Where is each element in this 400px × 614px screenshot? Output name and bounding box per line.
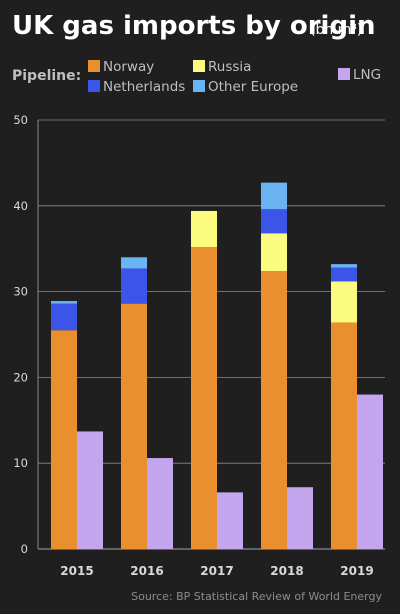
bar-lng: [147, 458, 173, 549]
bar-netherlands: [51, 303, 77, 331]
bar-norway: [191, 246, 217, 549]
bars: [51, 182, 383, 549]
x-tick-label: 2018: [270, 564, 303, 578]
legend: Norway Russia Netherlands Other Europe LNG: [88, 59, 381, 95]
legend-swatch-netherlands: [88, 80, 100, 92]
bar-russia: [191, 210, 217, 247]
bar-other-europe: [261, 182, 287, 210]
legend-label-lng: LNG: [353, 67, 381, 83]
bar-norway: [121, 303, 147, 549]
legend-swatch-lng: [338, 68, 350, 80]
legend-group-label: Pipeline:: [12, 68, 81, 84]
bar-other-europe: [51, 301, 77, 304]
y-tick-label: 0: [21, 542, 28, 556]
legend-label-russia: Russia: [208, 59, 251, 75]
bar-netherlands: [331, 267, 357, 282]
bar-other-europe: [121, 257, 147, 269]
legend-label-netherlands: Netherlands: [103, 79, 185, 95]
chart-title: UK gas imports by origin: [12, 11, 376, 41]
y-axis-ticks: 0 10 20 30 40 50: [13, 113, 28, 556]
bar-lng: [217, 492, 243, 549]
x-tick-label: 2015: [60, 564, 93, 578]
bar-netherlands: [121, 268, 147, 304]
bar-other-europe: [331, 264, 357, 268]
bar-norway: [51, 330, 77, 549]
chart-units: (bn m³): [310, 22, 362, 38]
source-note: Source: BP Statistical Review of World E…: [131, 590, 382, 603]
bar-russia: [261, 233, 287, 272]
y-tick-label: 20: [13, 370, 28, 384]
x-tick-label: 2016: [130, 564, 163, 578]
legend-label-other-europe: Other Europe: [208, 79, 298, 95]
legend-swatch-other-europe: [193, 80, 205, 92]
bar-lng: [77, 431, 103, 549]
x-tick-label: 2017: [200, 564, 233, 578]
bar-netherlands: [261, 209, 287, 234]
bar-norway: [261, 271, 287, 549]
bar-russia: [331, 281, 357, 323]
y-tick-label: 50: [13, 113, 28, 127]
legend-label-norway: Norway: [103, 59, 154, 75]
legend-swatch-russia: [193, 60, 205, 72]
x-axis-ticks: 2015 2016 2017 2018 2019: [60, 564, 373, 578]
x-tick-label: 2019: [340, 564, 373, 578]
y-tick-label: 30: [13, 285, 28, 299]
bar-lng: [357, 394, 383, 549]
bar-lng: [287, 487, 313, 549]
y-tick-label: 40: [13, 199, 28, 213]
bar-norway: [331, 322, 357, 549]
y-tick-label: 10: [13, 456, 28, 470]
legend-swatch-norway: [88, 60, 100, 72]
